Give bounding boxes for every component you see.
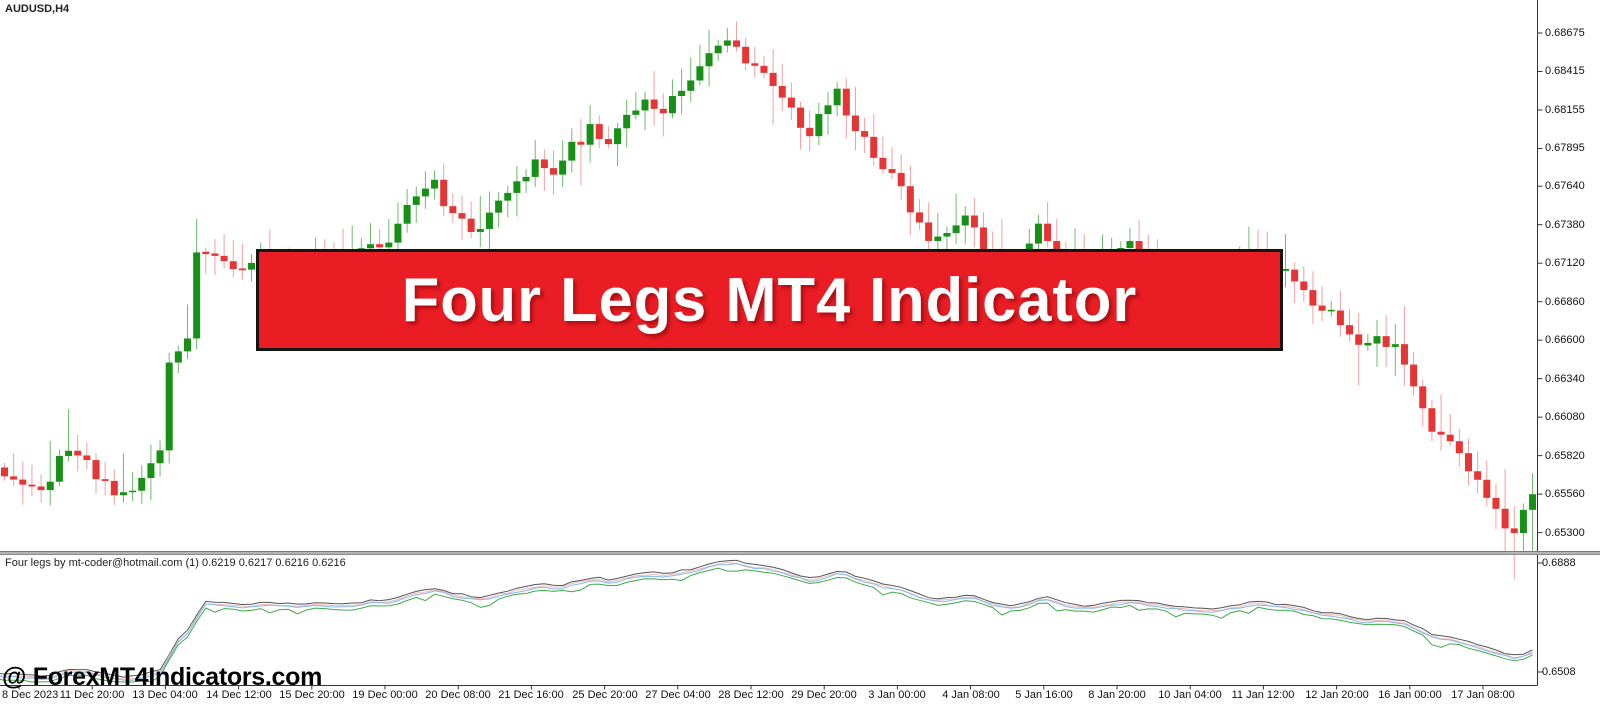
indicator-line-leg2-pink: [0, 561, 1533, 680]
time-axis-tick-label: 8 Jan 20:00: [1088, 689, 1146, 701]
time-axis-tick-label: 3 Jan 00:00: [868, 689, 926, 701]
price-axis-tick-label: 0.67120: [1545, 257, 1585, 269]
time-axis-tick-label: 21 Dec 16:00: [498, 689, 564, 701]
time-axis-tick-label: 11 Dec 20:00: [59, 689, 125, 701]
price-axis-tick-label: 0.66860: [1545, 296, 1585, 308]
indicator-title-label: Four legs by mt-coder@hotmail.com (1) 0.…: [5, 557, 346, 569]
price-axis-tick-label: 0.68415: [1545, 65, 1585, 77]
indicator-line-leg1-dark: [0, 559, 1533, 678]
indicator-line-leg3-blue: [0, 562, 1533, 681]
price-axis-tick-label: 0.66600: [1545, 334, 1585, 346]
site-watermark: @ ForexMT4Indicators.com: [2, 663, 323, 691]
time-axis-tick-label: 13 Dec 04:00: [132, 689, 198, 701]
time-axis-tick-label: 15 Dec 20:00: [279, 689, 345, 701]
promo-banner-text: Four Legs MT4 Indicator: [401, 265, 1138, 335]
time-axis-tick-label: 16 Jan 00:00: [1378, 689, 1442, 701]
promo-banner: Four Legs MT4 Indicator: [256, 249, 1283, 351]
time-axis-tick-label: 5 Jan 16:00: [1015, 689, 1073, 701]
time-axis-tick-label: 29 Dec 20:00: [791, 689, 857, 701]
window-splitter[interactable]: [0, 551, 1600, 555]
price-axis-tick-label: 0.65300: [1545, 527, 1585, 539]
price-axis-tick-label: 0.67640: [1545, 180, 1585, 192]
price-axis-tick-label: 0.66080: [1545, 411, 1585, 423]
price-axis-tick-label: 0.66340: [1545, 373, 1585, 385]
price-axis-tick-label: 0.68155: [1545, 104, 1585, 116]
indicator-line-leg4-green: [0, 567, 1533, 683]
time-axis-tick-label: 12 Jan 20:00: [1305, 689, 1369, 701]
time-axis-tick-label: 14 Dec 12:00: [206, 689, 272, 701]
time-axis-tick-label: 27 Dec 04:00: [645, 689, 711, 701]
time-axis-tick-label: 19 Dec 00:00: [352, 689, 418, 701]
price-axis-tick-label: 0.67380: [1545, 219, 1585, 231]
time-axis-tick-label: 25 Dec 20:00: [572, 689, 638, 701]
time-axis-tick-label: 10 Jan 04:00: [1158, 689, 1222, 701]
symbol-timeframe-label: AUDUSD,H4: [5, 3, 70, 15]
time-axis-tick-label: 4 Jan 08:00: [942, 689, 1000, 701]
price-axis-tick-label: 0.67895: [1545, 142, 1585, 154]
time-axis-tick-label: 11 Jan 12:00: [1231, 689, 1295, 701]
axes: [0, 0, 1543, 690]
time-axis-tick-label: 17 Jan 08:00: [1451, 689, 1515, 701]
indicator-axis-tick-label: 0.6508: [1542, 666, 1576, 678]
price-axis-tick-label: 0.68675: [1545, 27, 1585, 39]
time-axis-tick-label: 20 Dec 08:00: [425, 689, 491, 701]
time-axis-tick-label: 8 Dec 2023: [2, 689, 59, 701]
price-axis-tick-label: 0.65560: [1545, 488, 1585, 500]
time-axis-tick-label: 28 Dec 12:00: [718, 689, 784, 701]
price-axis-tick-label: 0.65820: [1545, 450, 1585, 462]
indicator-axis-tick-label: 0.6888: [1542, 557, 1576, 569]
